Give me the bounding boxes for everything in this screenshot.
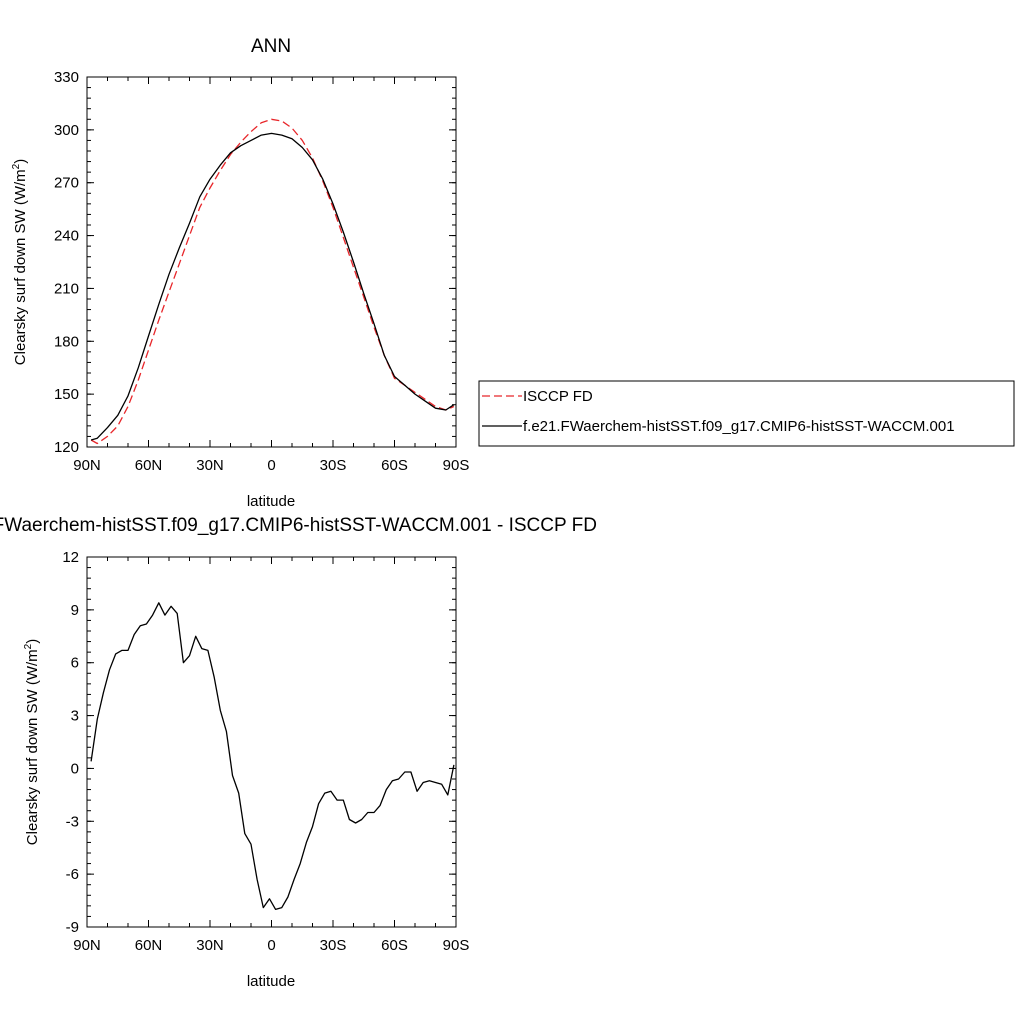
top-x-tick-label: 60S <box>381 457 408 474</box>
legend-box <box>478 380 1015 447</box>
top-x-tick-label: 90N <box>73 457 101 474</box>
top-panel: ANN 120 150 180 210 240 270 300 330 90N 60N 30N 0 3… <box>11 36 469 510</box>
top-y-tick-label: 300 <box>54 122 79 139</box>
top-series-line-1 <box>90 132 455 441</box>
bottom-y-axis-title-main: Clearsky surf down SW (W/m <box>24 649 41 845</box>
bottom-plot-frame <box>86 556 457 928</box>
bottom-ticks <box>86 556 457 928</box>
legend-label-model: f.e21.FWaerchem-histSST.f09_g17.CMIP6-hi… <box>523 418 955 435</box>
top-x-tick-labels: 90N 60N 30N 0 30S 60S 90S <box>73 457 469 474</box>
top-y-axis-title-end: ) <box>12 159 29 164</box>
top-x-tick-label: 30S <box>320 457 347 474</box>
bottom-x-tick-label: 30N <box>196 937 224 954</box>
top-x-tick-label: 90S <box>443 457 470 474</box>
top-x-tick-label: 30N <box>196 457 224 474</box>
top-y-tick-label: 150 <box>54 386 79 403</box>
bottom-y-tick-labels: -9 -6 -3 0 3 6 9 12 <box>62 549 79 936</box>
top-series-line-0 <box>90 118 455 445</box>
top-y-tick-label: 270 <box>54 175 79 192</box>
top-y-tick-labels: 120 150 180 210 240 270 300 330 <box>54 69 79 456</box>
bottom-y-tick-label: 9 <box>71 602 79 619</box>
top-x-tick-label: 60N <box>135 457 163 474</box>
top-series-lines <box>90 118 455 445</box>
top-y-tick-label: 240 <box>54 228 79 245</box>
bottom-y-tick-label: 3 <box>71 708 79 725</box>
bottom-y-tick-label: 6 <box>71 655 79 672</box>
bottom-y-axis-title: Clearsky surf down SW (W/m2) <box>23 639 41 845</box>
bottom-x-axis-title: latitude <box>247 973 295 990</box>
bottom-y-tick-label: 0 <box>71 760 79 777</box>
bottom-x-tick-label: 90N <box>73 937 101 954</box>
top-y-tick-label: 120 <box>54 439 79 456</box>
bottom-panel: f.e21.FWaerchem-histSST.f09_g17.CMIP6-hi… <box>0 515 597 990</box>
bottom-x-tick-labels: 90N 60N 30N 0 30S 60S 90S <box>73 937 469 954</box>
top-ticks <box>86 76 457 448</box>
legend-label-isccp: ISCCP FD <box>523 388 593 405</box>
top-y-axis-title: Clearsky surf down SW (W/m2) <box>11 159 29 365</box>
top-x-tick-label: 0 <box>267 457 275 474</box>
top-y-axis-title-sup: 2 <box>11 163 22 169</box>
bottom-x-tick-label: 60S <box>381 937 408 954</box>
top-y-tick-label: 210 <box>54 280 79 297</box>
bottom-y-tick-label: -6 <box>66 866 79 883</box>
bottom-series-lines <box>90 602 455 911</box>
bottom-x-tick-label: 90S <box>443 937 470 954</box>
top-y-axis-title-main: Clearsky surf down SW (W/m <box>12 169 29 365</box>
bottom-y-tick-label: -9 <box>66 919 79 936</box>
bottom-y-axis-title-end: ) <box>24 639 41 644</box>
top-y-tick-label: 330 <box>54 69 79 86</box>
top-x-axis-title: latitude <box>247 493 295 510</box>
top-y-tick-label: 180 <box>54 333 79 350</box>
bottom-x-tick-label: 0 <box>267 937 275 954</box>
bottom-y-tick-label: 12 <box>62 549 79 566</box>
bottom-series-line-0 <box>90 602 455 911</box>
top-panel-title: ANN <box>251 36 291 57</box>
bottom-x-tick-label: 30S <box>320 937 347 954</box>
legend: ISCCP FD f.e21.FWaerchem-histSST.f09_g17… <box>478 380 1015 447</box>
bottom-panel-title: f.e21.FWaerchem-histSST.f09_g17.CMIP6-hi… <box>0 515 597 536</box>
bottom-x-tick-label: 60N <box>135 937 163 954</box>
top-plot-frame <box>86 76 457 448</box>
bottom-y-axis-title-sup: 2 <box>23 643 34 649</box>
bottom-y-tick-label: -3 <box>66 813 79 830</box>
